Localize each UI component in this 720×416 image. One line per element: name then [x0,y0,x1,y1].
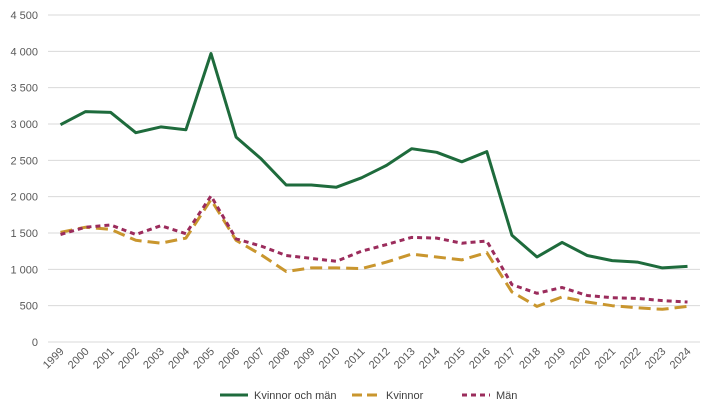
x-tick-label: 2024 [668,346,694,372]
series-lines [59,52,688,311]
x-tick-label: 2004 [166,346,192,372]
x-tick-label: 2008 [267,346,293,372]
x-tick-label: 2019 [542,346,568,372]
x-tick-label: 2020 [567,346,593,372]
y-axis-tick-labels: 0 500 1 000 1 500 2 000 2 500 3 000 3 500 4 000 4… [10,10,38,349]
legend-label-3: Män [496,390,517,402]
y-tick-label: 2 500 [10,155,38,167]
x-tick-label: 2000 [66,346,92,372]
x-tick-label: 2007 [241,346,267,372]
legend: Kvinnor och män Kvinnor Män [220,390,517,402]
x-tick-label: 2010 [317,346,343,372]
x-tick-label: 2005 [191,346,217,372]
y-tick-label: 500 [20,301,38,313]
grid-lines [48,14,700,343]
y-tick-label: 2 000 [10,192,38,204]
series-line-1 [59,52,688,270]
x-tick-label: 2015 [442,346,468,372]
series-line-2 [60,198,688,311]
x-tick-label: 2022 [618,346,644,372]
x-tick-label: 2009 [292,346,318,372]
x-tick-label: 2016 [467,346,493,372]
y-tick-label: 4 000 [10,46,38,58]
x-tick-label: 2017 [492,346,518,372]
x-tick-label: 2018 [517,346,543,372]
x-tick-label: 2013 [392,346,418,372]
y-tick-label: 1 000 [10,264,38,276]
x-tick-label: 2014 [417,346,443,372]
y-tick-label: 3 500 [10,83,38,95]
series-line-3 [60,194,688,304]
x-tick-label: 2006 [216,346,242,372]
y-tick-label: 3 000 [10,119,38,131]
x-tick-label: 2011 [342,346,367,371]
x-tick-label: 2001 [91,346,117,372]
x-tick-label: 2012 [367,346,393,372]
x-tick-label: 1999 [41,346,67,372]
y-tick-label: 1 500 [10,228,38,240]
x-tick-label: 2023 [643,346,669,372]
x-tick-label: 2002 [116,346,142,372]
y-tick-label: 4 500 [10,10,38,22]
x-axis-tick-labels: 1999 2000 2001 2002 2003 2004 2005 2006 2007 2008… [41,346,694,372]
x-tick-label: 2003 [141,346,167,372]
legend-label-1: Kvinnor och män [254,390,337,402]
x-tick-label: 2021 [593,346,619,372]
legend-label-2: Kvinnor [386,390,424,402]
y-tick-label: 0 [32,337,38,349]
